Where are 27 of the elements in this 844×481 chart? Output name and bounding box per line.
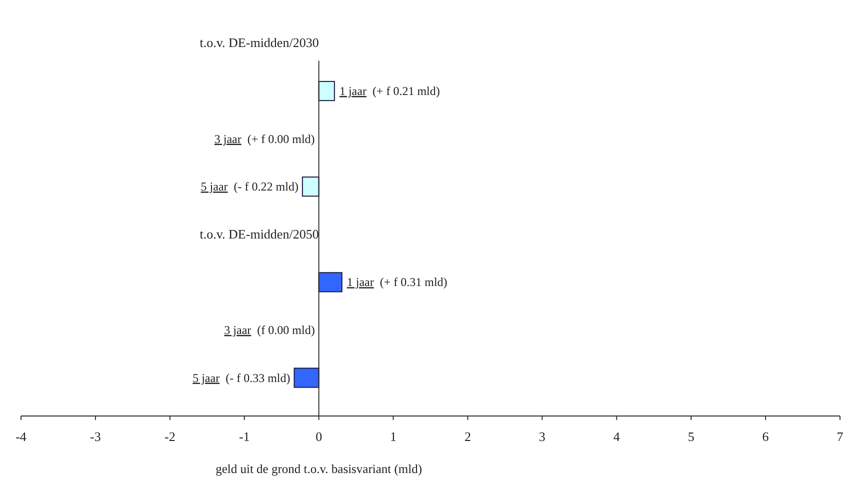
x-tick-label: 2 [464,429,471,444]
data-label: (f 0.00 mld) [257,322,315,337]
x-tick-label: -4 [16,429,27,444]
x-tick-label: 1 [390,429,397,444]
x-tick-label: 5 [688,429,694,444]
y-tick-label: 5 jaar [192,370,220,385]
x-tick-label: 4 [613,429,620,444]
x-tick-label: 7 [836,429,844,444]
x-axis-title: geld uit de grond t.o.v. basisvariant (mld) [216,462,422,476]
x-tick-label: -1 [238,429,250,444]
data-label: (+ f 0.21 mld) [372,84,440,98]
y-tick-label: 1 jaar [339,84,366,98]
data-label: (+ f 0.00 mld) [247,132,315,146]
y-tick-label: 3 jaar [224,322,252,337]
text: t.o.v. DE-midden/2050 [200,226,319,242]
y-tick-label: 5 jaar [200,180,228,194]
data-label: (- f 0.33 mld) [226,370,290,385]
y-tick-label: 1 jaar [346,275,374,290]
x-tick-label: -2 [164,429,176,444]
data-label: (- f 0.22 mld) [234,180,298,194]
x-tick-label: 3 [538,429,546,444]
y-tick-label: 3 jaar [214,132,242,146]
x-tick-label: -3 [90,429,101,444]
data-label: (+ f 0.31 mld) [380,275,448,290]
x-tick-label: 6 [762,429,770,444]
text: t.o.v. DE-midden/2030 [200,35,319,50]
x-tick-label: 0 [316,429,322,444]
